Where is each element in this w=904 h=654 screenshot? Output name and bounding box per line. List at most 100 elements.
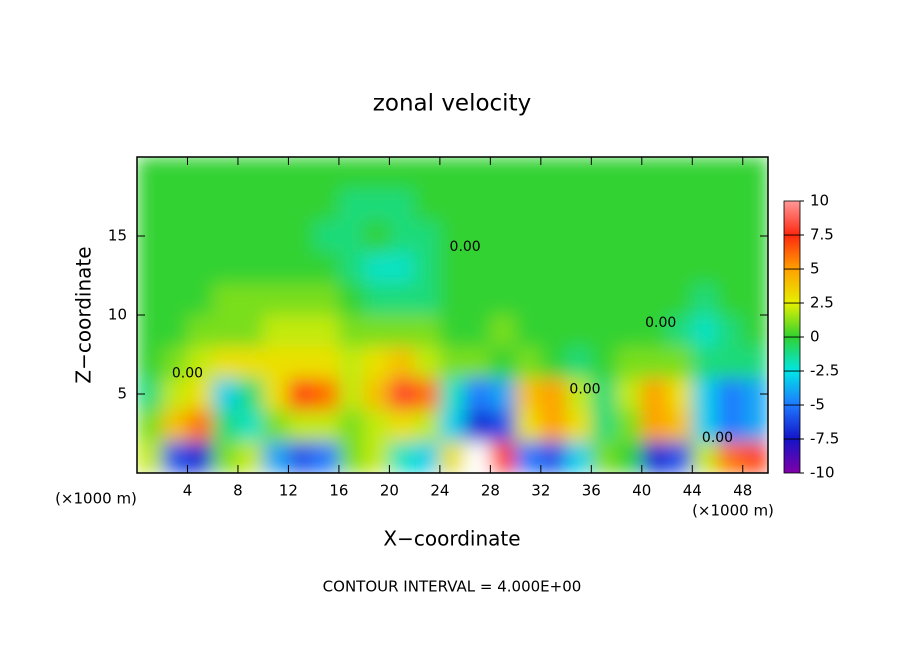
cell bbox=[616, 283, 643, 316]
cell bbox=[565, 251, 592, 284]
cell bbox=[565, 219, 592, 253]
cell bbox=[540, 219, 567, 253]
cell bbox=[363, 188, 390, 221]
cell bbox=[490, 157, 516, 189]
cell bbox=[540, 314, 567, 347]
cell bbox=[338, 157, 365, 189]
cell bbox=[691, 283, 718, 316]
colorbar-label: 2.5 bbox=[810, 294, 834, 312]
cell bbox=[389, 251, 415, 284]
y-tick-label: 5 bbox=[117, 385, 127, 403]
cell bbox=[515, 157, 542, 189]
cell bbox=[137, 314, 163, 347]
cell bbox=[313, 251, 340, 284]
cell bbox=[515, 441, 542, 473]
cell bbox=[237, 283, 264, 316]
cell bbox=[212, 409, 239, 442]
cell bbox=[515, 219, 542, 253]
y-tick-label: 15 bbox=[108, 227, 127, 245]
x-tick-label: 36 bbox=[582, 482, 601, 500]
cell bbox=[641, 283, 668, 316]
cell bbox=[464, 441, 491, 473]
cell bbox=[641, 377, 668, 411]
x-tick-label: 32 bbox=[531, 482, 550, 500]
cell bbox=[717, 251, 744, 284]
cell bbox=[212, 188, 239, 221]
cell bbox=[565, 157, 592, 189]
cell bbox=[262, 346, 289, 379]
cell bbox=[338, 377, 365, 411]
cell bbox=[591, 157, 617, 189]
cell bbox=[565, 377, 592, 411]
colorbar-box bbox=[783, 370, 801, 406]
colorbar-label: -7.5 bbox=[810, 430, 839, 448]
colorbar-box bbox=[783, 438, 801, 474]
cell bbox=[338, 219, 365, 253]
cell bbox=[338, 251, 365, 284]
colorbar-label: -10 bbox=[810, 464, 835, 482]
cell bbox=[464, 219, 491, 253]
colorbar-label: 5 bbox=[810, 260, 820, 278]
cell bbox=[313, 441, 340, 473]
cell bbox=[490, 188, 516, 221]
contour-label: 0.00 bbox=[569, 381, 600, 397]
x-axis-label: X−coordinate bbox=[383, 527, 520, 551]
cell bbox=[338, 441, 365, 473]
cell bbox=[187, 251, 214, 284]
cell bbox=[691, 251, 718, 284]
cell bbox=[565, 283, 592, 316]
cell bbox=[591, 409, 617, 442]
cell bbox=[237, 157, 264, 189]
cell bbox=[439, 409, 466, 442]
cell bbox=[363, 346, 390, 379]
cell bbox=[717, 377, 744, 411]
cell bbox=[515, 346, 542, 379]
cell bbox=[338, 314, 365, 347]
cell bbox=[515, 251, 542, 284]
x-tick-label: 8 bbox=[233, 482, 243, 500]
cell bbox=[540, 377, 567, 411]
cell bbox=[742, 157, 768, 189]
cell bbox=[363, 157, 390, 189]
cell bbox=[591, 314, 617, 347]
colorbar-label: 7.5 bbox=[810, 226, 834, 244]
cell bbox=[540, 409, 567, 442]
x-tick-label: 12 bbox=[279, 482, 298, 500]
cell bbox=[540, 251, 567, 284]
cell bbox=[288, 157, 314, 189]
cell bbox=[262, 251, 289, 284]
cell bbox=[490, 314, 516, 347]
cell bbox=[137, 346, 163, 379]
cell bbox=[717, 283, 744, 316]
cell bbox=[389, 409, 415, 442]
cell bbox=[288, 377, 314, 411]
cell bbox=[490, 219, 516, 253]
x-tick-label: 44 bbox=[683, 482, 702, 500]
cell bbox=[641, 219, 668, 253]
cell bbox=[616, 441, 643, 473]
colorbar-label: 0 bbox=[810, 328, 820, 346]
cell bbox=[212, 377, 239, 411]
cell bbox=[515, 188, 542, 221]
cell bbox=[565, 441, 592, 473]
cell bbox=[464, 409, 491, 442]
cell bbox=[616, 314, 643, 347]
cell bbox=[363, 441, 390, 473]
cell bbox=[641, 346, 668, 379]
cell bbox=[137, 283, 163, 316]
cell bbox=[439, 251, 466, 284]
cell bbox=[515, 377, 542, 411]
cell bbox=[237, 219, 264, 253]
cell bbox=[262, 188, 289, 221]
cell bbox=[616, 188, 643, 221]
cell bbox=[666, 219, 693, 253]
cell bbox=[717, 409, 744, 442]
cell bbox=[161, 188, 188, 221]
cell bbox=[288, 314, 314, 347]
cell bbox=[414, 377, 441, 411]
cell bbox=[691, 409, 718, 442]
cell bbox=[313, 314, 340, 347]
cell bbox=[187, 377, 214, 411]
contour-label: 0.00 bbox=[172, 365, 203, 381]
